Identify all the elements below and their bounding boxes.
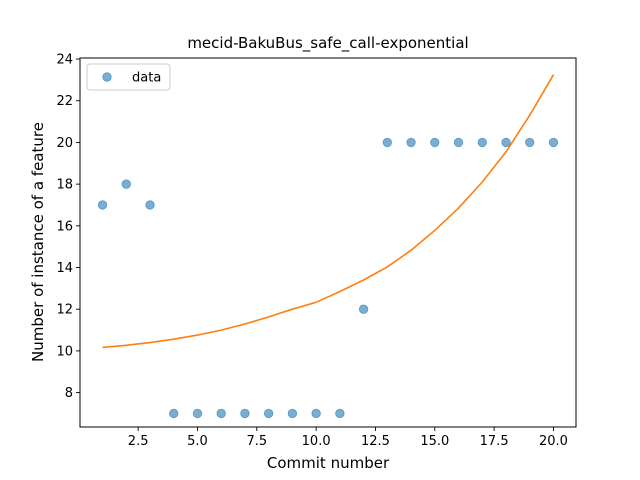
data-point [263,408,274,419]
y-tick-label: 22 [56,94,73,109]
data-point [453,137,464,148]
data-point [121,179,131,189]
data-point [287,408,298,419]
y-tick-label: 8 [65,386,73,401]
y-axis-label: Number of instance of a feature [29,122,47,362]
axes-frame [79,57,577,428]
data-point [335,408,345,419]
data-point [240,408,250,419]
x-tick-label: 7.5 [246,434,267,449]
x-tick-label: 20.0 [539,434,568,449]
data-point [501,137,511,148]
x-tick-label: 5.0 [187,434,208,449]
x-tick-label: 10.0 [302,434,331,449]
legend-marker [102,72,112,82]
data-point [358,304,369,314]
x-tick-label: 17.5 [480,434,509,449]
y-tick-label: 24 [56,53,73,68]
data-point [97,200,108,210]
y-tick-label: 18 [56,178,73,193]
data-point [192,408,203,419]
x-tick-label: 15.0 [420,434,449,449]
y-tick-label: 12 [56,303,73,318]
y-tick-label: 10 [56,344,73,359]
data-point [145,200,155,210]
data-point [169,408,179,419]
fit-line [102,74,555,349]
x-axis-label: Commit number [267,454,390,472]
legend-box [86,63,171,91]
data-point [216,408,226,419]
x-tick-label: 2.5 [128,434,149,449]
data-point [430,137,440,148]
data-point [548,137,559,148]
legend-label: data [132,71,161,86]
data-point [382,137,393,148]
x-tick-label: 12.5 [361,434,390,449]
data-point [525,137,535,148]
data-point [311,408,321,419]
plot-area: 2.5 5.0 7.5 10.0 12.5 15.0 17.5 20.0 8 10 12 14 16 18… [56,53,577,449]
data-point [477,137,487,148]
y-tick-label: 16 [56,219,73,234]
y-tick-label: 20 [56,136,73,151]
chart-title: mecid-BakuBus_safe_call-exponential [187,34,468,53]
data-point [406,137,416,148]
y-tick-label: 14 [56,261,73,276]
